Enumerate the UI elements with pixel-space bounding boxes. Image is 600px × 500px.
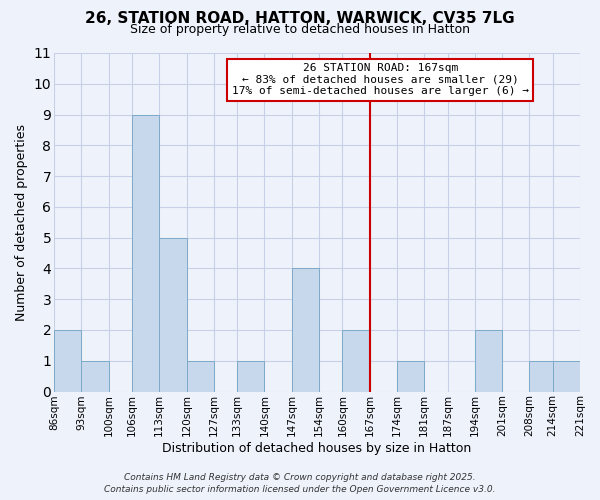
- X-axis label: Distribution of detached houses by size in Hatton: Distribution of detached houses by size …: [163, 442, 472, 455]
- Bar: [343, 330, 370, 392]
- Text: 26 STATION ROAD: 167sqm
← 83% of detached houses are smaller (29)
17% of semi-de: 26 STATION ROAD: 167sqm ← 83% of detache…: [232, 63, 529, 96]
- Bar: [237, 361, 265, 392]
- Bar: [475, 330, 502, 392]
- Bar: [529, 361, 553, 392]
- Bar: [54, 330, 82, 392]
- Bar: [132, 114, 159, 392]
- Text: 26, STATION ROAD, HATTON, WARWICK, CV35 7LG: 26, STATION ROAD, HATTON, WARWICK, CV35 …: [85, 11, 515, 26]
- Text: Size of property relative to detached houses in Hatton: Size of property relative to detached ho…: [130, 22, 470, 36]
- Bar: [159, 238, 187, 392]
- Bar: [553, 361, 580, 392]
- Text: Contains HM Land Registry data © Crown copyright and database right 2025.
Contai: Contains HM Land Registry data © Crown c…: [104, 472, 496, 494]
- Bar: [187, 361, 214, 392]
- Bar: [82, 361, 109, 392]
- Bar: [292, 268, 319, 392]
- Y-axis label: Number of detached properties: Number of detached properties: [15, 124, 28, 321]
- Bar: [397, 361, 424, 392]
